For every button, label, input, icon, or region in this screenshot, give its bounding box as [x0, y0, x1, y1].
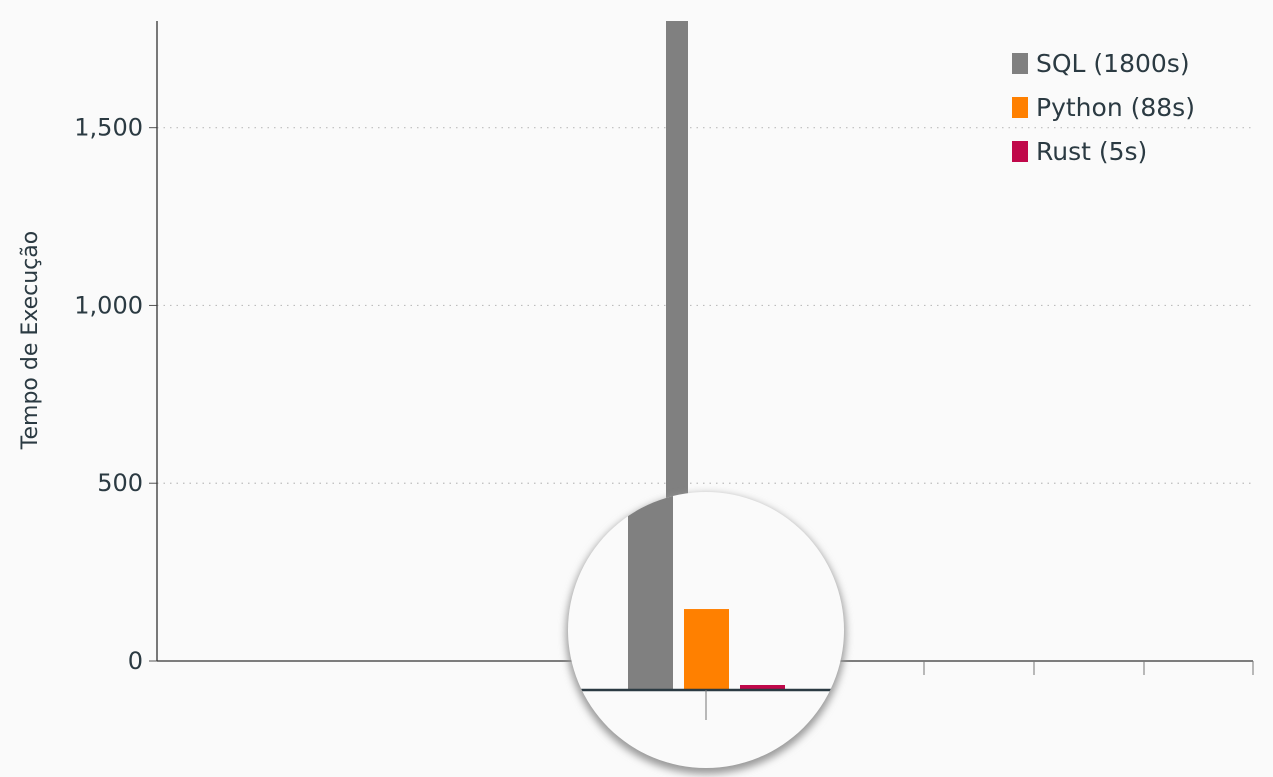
inset-bar-rust — [740, 685, 785, 690]
y-tick-label: 1,500 — [74, 114, 143, 142]
y-axis: 0 500 1,000 1,500 — [74, 21, 158, 675]
legend-swatch — [1012, 97, 1028, 118]
legend-label: Python (88s) — [1036, 93, 1195, 122]
legend-label: Rust (5s) — [1036, 137, 1147, 166]
inset-bar-sql — [628, 492, 673, 690]
y-axis-title: Tempo de Execução — [18, 231, 43, 450]
legend-swatch — [1012, 141, 1028, 162]
legend: SQL (1800s) Python (88s) Rust (5s) — [1012, 49, 1195, 166]
y-tick-label: 500 — [97, 469, 143, 497]
legend-swatch — [1012, 53, 1028, 74]
y-tick-label: 0 — [128, 647, 143, 675]
magnifier-inset — [566, 492, 846, 774]
grid-lines — [157, 127, 1253, 484]
inset-bar-python — [684, 609, 729, 690]
y-tick-label: 1,000 — [74, 291, 143, 319]
legend-label: SQL (1800s) — [1036, 49, 1190, 78]
